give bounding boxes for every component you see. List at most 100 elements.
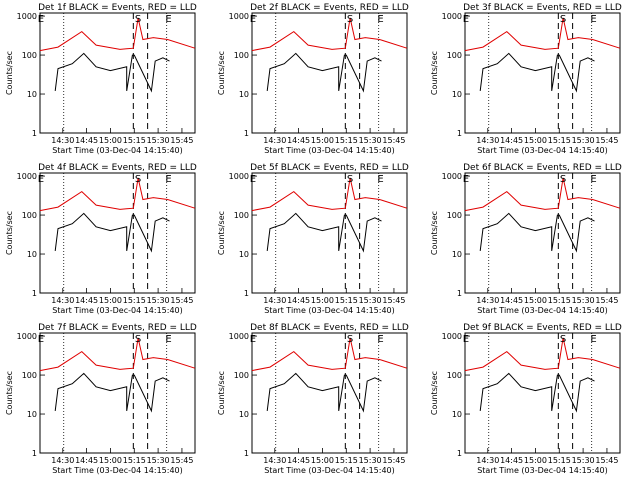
y-tick-label: 10 — [239, 90, 249, 99]
y-tick-label: 10 — [27, 90, 37, 99]
x-tick-label: 14:45 — [287, 296, 310, 305]
lld-series-line — [39, 337, 196, 372]
x-tick-label: 14:45 — [75, 456, 98, 465]
detector-panel: Det 6f BLACK = Events, RED = LLD 1 10 100 10… — [430, 163, 622, 315]
y-tick-label: 10 — [239, 250, 249, 259]
y-tick-label: 100 — [234, 51, 249, 60]
x-tick-label: 15:15 — [335, 456, 358, 465]
panel-title: Det 6f BLACK = Events, RED = LLD — [463, 163, 622, 173]
y-axis-label: Counts/sec — [217, 371, 226, 415]
marker-label: E — [590, 334, 596, 345]
marker-label: E — [38, 14, 44, 25]
y-tick-label: 1 — [457, 129, 462, 138]
x-tick-label: 15:00 — [99, 456, 122, 465]
x-tick-label: 14:30 — [263, 456, 286, 465]
panel-title: Det 8f BLACK = Events, RED = LLD — [250, 323, 409, 333]
x-tick-label: 15:45 — [170, 456, 193, 465]
x-tick-label: 15:15 — [123, 296, 146, 305]
y-tick-label: 100 — [234, 371, 249, 380]
marker-label: E — [38, 334, 44, 345]
events-series-line — [479, 212, 595, 253]
y-tick-label: 10 — [452, 90, 462, 99]
panel-title: Det 1f BLACK = Events, RED = LLD — [38, 3, 197, 13]
marker-label: S — [347, 334, 353, 345]
x-tick-label: 14:30 — [476, 456, 499, 465]
x-tick-label: 14:30 — [263, 296, 286, 305]
x-tick-label: 14:45 — [500, 456, 523, 465]
x-tick-label: 15:45 — [595, 136, 618, 145]
x-axis-label: Start Time (03-Dec-04 14:15:40) — [264, 306, 395, 315]
x-axis-label: Start Time (03-Dec-04 14:15:40) — [477, 146, 608, 155]
y-axis-label: Counts/sec — [5, 371, 14, 415]
x-tick-label: 15:30 — [359, 136, 382, 145]
plot-frame — [251, 332, 408, 454]
x-tick-label: 14:45 — [500, 296, 523, 305]
x-tick-label: 15:15 — [123, 136, 146, 145]
y-tick-label: 1 — [457, 449, 462, 458]
plot-frame — [464, 332, 621, 454]
marker-label: S — [135, 174, 141, 185]
marker-label: E — [377, 14, 383, 25]
x-tick-label: 15:45 — [595, 456, 618, 465]
y-axis-label: Counts/sec — [217, 211, 226, 255]
x-tick-label: 15:00 — [311, 296, 334, 305]
marker-label: S — [135, 14, 141, 25]
marker-label: E — [463, 334, 469, 345]
marker-label: E — [165, 174, 171, 185]
x-tick-label: 14:45 — [287, 456, 310, 465]
y-tick-label: 100 — [447, 371, 462, 380]
detector-panel: Det 1f BLACK = Events, RED = LLD 1 10 100 10… — [5, 3, 197, 155]
y-tick-label: 10 — [452, 250, 462, 259]
x-tick-label: 15:45 — [170, 136, 193, 145]
y-axis-label: Counts/sec — [430, 211, 439, 255]
detector-panel: Det 2f BLACK = Events, RED = LLD 1 10 100 10… — [217, 3, 409, 155]
x-tick-label: 15:00 — [311, 456, 334, 465]
x-axis-label: Start Time (03-Dec-04 14:15:40) — [477, 466, 608, 475]
y-tick-label: 10 — [452, 410, 462, 419]
x-tick-label: 15:30 — [147, 296, 170, 305]
events-series-line — [266, 212, 382, 253]
x-tick-label: 15:00 — [99, 296, 122, 305]
y-tick-label: 1 — [32, 129, 37, 138]
events-series-line — [266, 52, 382, 93]
x-tick-label: 15:15 — [335, 136, 358, 145]
x-tick-label: 15:30 — [572, 136, 595, 145]
x-axis-label: Start Time (03-Dec-04 14:15:40) — [52, 306, 183, 315]
y-tick-label: 100 — [447, 211, 462, 220]
x-tick-label: 15:30 — [572, 456, 595, 465]
lld-series-line — [39, 17, 196, 52]
marker-label: E — [590, 14, 596, 25]
x-tick-label: 15:00 — [99, 136, 122, 145]
x-axis-label: Start Time (03-Dec-04 14:15:40) — [264, 146, 395, 155]
marker-label: E — [463, 14, 469, 25]
marker-label: S — [347, 174, 353, 185]
marker-label: E — [165, 334, 171, 345]
x-tick-label: 15:45 — [382, 136, 405, 145]
panel-title: Det 4f BLACK = Events, RED = LLD — [38, 163, 197, 173]
marker-label: E — [165, 14, 171, 25]
x-tick-label: 15:15 — [548, 456, 571, 465]
y-tick-label: 100 — [447, 51, 462, 60]
events-series-line — [54, 372, 170, 413]
y-tick-label: 1000 — [229, 172, 249, 181]
panel-title: Det 2f BLACK = Events, RED = LLD — [250, 3, 409, 13]
x-tick-label: 14:30 — [51, 296, 74, 305]
y-tick-label: 1000 — [442, 332, 462, 341]
y-tick-label: 1000 — [17, 12, 37, 21]
x-tick-label: 15:45 — [595, 296, 618, 305]
marker-label: S — [560, 174, 566, 185]
lld-series-line — [464, 17, 621, 52]
y-tick-label: 1 — [32, 289, 37, 298]
x-tick-label: 15:30 — [147, 456, 170, 465]
plot-frame — [251, 12, 408, 134]
y-axis-label: Counts/sec — [5, 51, 14, 95]
marker-label: E — [377, 334, 383, 345]
x-tick-label: 15:00 — [524, 456, 547, 465]
panel-title: Det 5f BLACK = Events, RED = LLD — [250, 163, 409, 173]
x-axis-label: Start Time (03-Dec-04 14:15:40) — [52, 146, 183, 155]
marker-label: E — [250, 14, 256, 25]
events-series-line — [479, 372, 595, 413]
x-tick-label: 15:15 — [335, 296, 358, 305]
marker-label: S — [560, 14, 566, 25]
plot-frame — [39, 172, 196, 294]
